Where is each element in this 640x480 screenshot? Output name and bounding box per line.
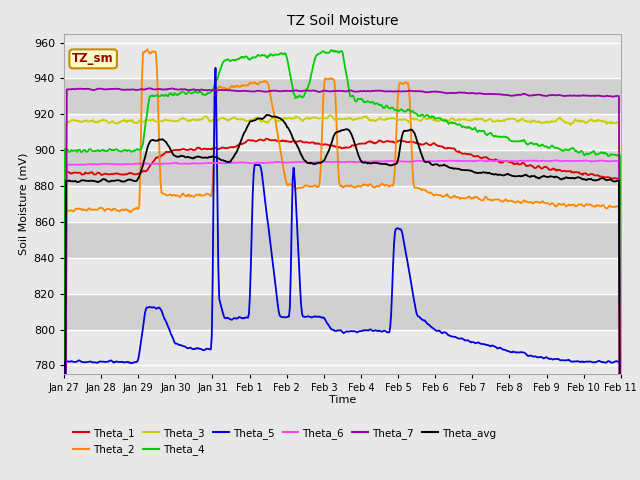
Y-axis label: Soil Moisture (mV): Soil Moisture (mV) <box>18 153 28 255</box>
Bar <box>64 258 621 294</box>
Title: TZ Soil Moisture: TZ Soil Moisture <box>287 14 398 28</box>
Bar <box>64 294 621 330</box>
Text: TZ_sm: TZ_sm <box>72 52 114 65</box>
Bar <box>64 186 621 222</box>
Bar <box>64 222 621 258</box>
Bar <box>64 78 621 114</box>
X-axis label: Time: Time <box>329 395 356 405</box>
Bar <box>64 330 621 365</box>
Bar <box>64 150 621 186</box>
Legend: Theta_1, Theta_2, Theta_3, Theta_4, Theta_5, Theta_6, Theta_7, Theta_avg: Theta_1, Theta_2, Theta_3, Theta_4, Thet… <box>69 424 500 459</box>
Bar <box>64 114 621 150</box>
Bar <box>64 43 621 78</box>
